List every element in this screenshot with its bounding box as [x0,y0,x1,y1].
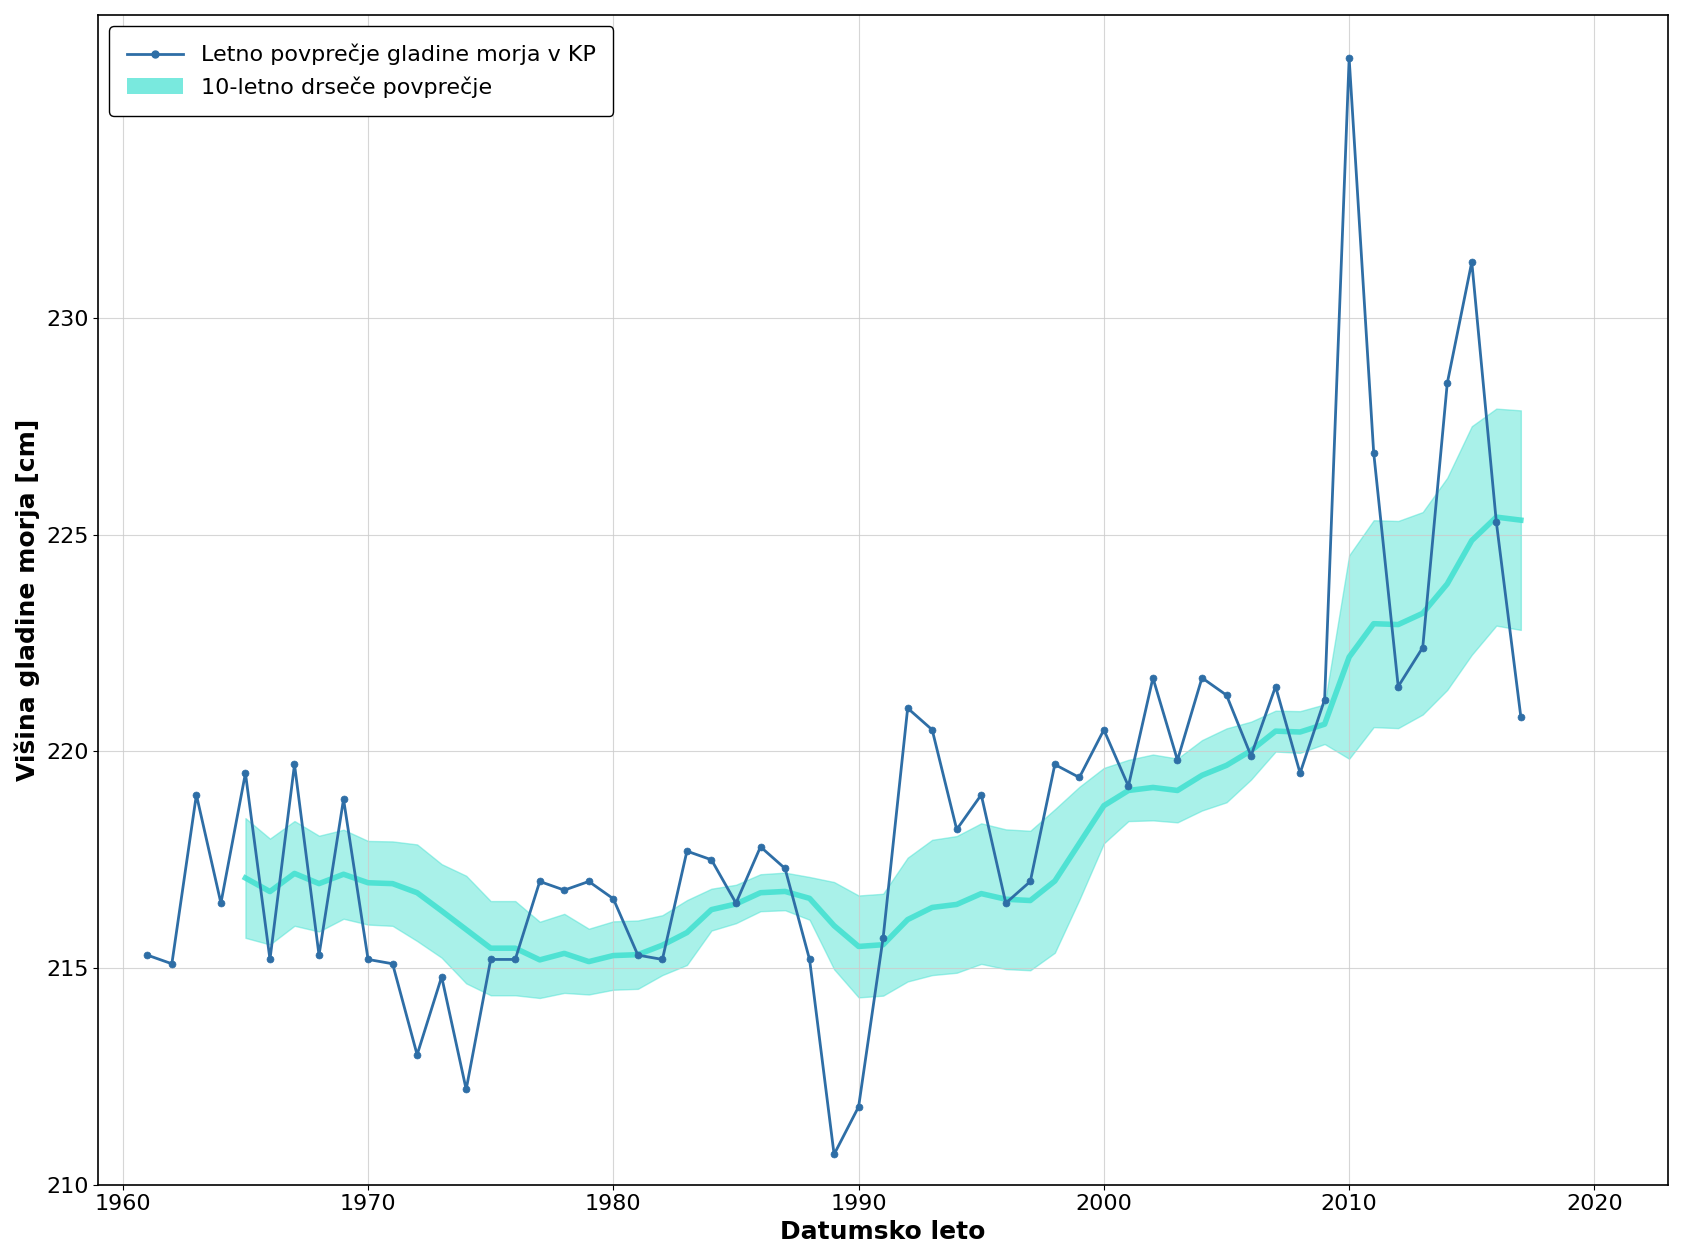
Letno povprečje gladine morja v KP [505,952,525,967]
Line: Letno povprečje gladine morja v KP: Letno povprečje gladine morja v KP [143,55,1524,1158]
Letno povprečje gladine morja v KP [1510,709,1531,724]
Letno povprečje gladine morja v KP [725,895,745,910]
Letno povprečje gladine morja v KP [824,1147,844,1162]
Letno povprečje gladine morja v KP [1117,778,1137,793]
Y-axis label: Višina gladine morja [cm]: Višina gladine morja [cm] [15,419,40,781]
Legend: Letno povprečje gladine morja v KP, 10-letno drseče povprečje: Letno povprečje gladine morja v KP, 10-l… [109,26,612,116]
Letno povprečje gladine morja v KP [187,787,207,802]
X-axis label: Datumsko leto: Datumsko leto [780,1220,986,1244]
Letno povprečje gladine morja v KP [210,895,230,910]
Letno povprečje gladine morja v KP [138,948,158,963]
Letno povprečje gladine morja v KP [1093,723,1113,738]
Letno povprečje gladine morja v KP [1339,50,1359,65]
